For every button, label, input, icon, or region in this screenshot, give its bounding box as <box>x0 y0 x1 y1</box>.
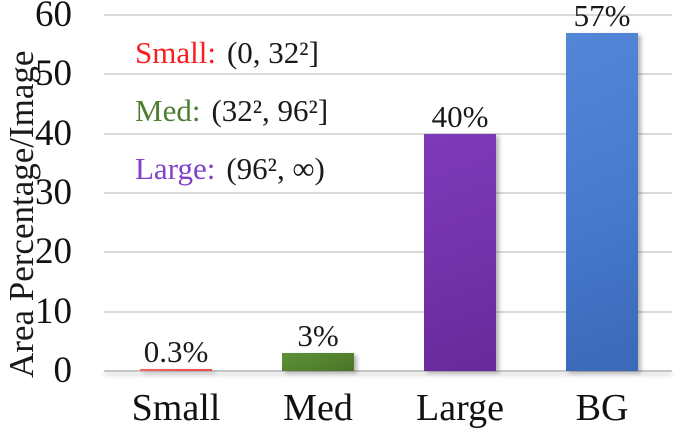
y-tick-label-0: 0 <box>53 350 73 391</box>
legend-range-med: (32², 96²] <box>211 93 329 128</box>
value-label-bg: 57% <box>573 0 631 33</box>
gridline-10 <box>104 310 672 313</box>
gridline-30 <box>104 192 672 194</box>
y-tick-label-60: 60 <box>35 0 72 35</box>
bar-large <box>424 133 496 371</box>
legend-range-large: (96², ∞) <box>226 151 325 186</box>
gridline-60 <box>104 14 672 16</box>
legend-item-large: Large: (96², ∞) <box>135 152 325 186</box>
x-category-label-small: Small <box>131 387 221 429</box>
gridline-50 <box>104 73 672 76</box>
value-label-large: 40% <box>431 98 489 134</box>
y-tick-label-10: 10 <box>35 290 72 332</box>
gridline-0 <box>104 370 672 372</box>
value-label-small: 0.3% <box>143 333 209 369</box>
gridline-20 <box>104 251 672 254</box>
legend-name-small: Small: <box>135 35 216 70</box>
legend-name-med: Med: <box>135 93 201 128</box>
x-category-label-large: Large <box>416 387 504 429</box>
y-tick-label-40: 40 <box>35 112 72 154</box>
legend-item-small: Small: (0, 32²] <box>135 36 319 70</box>
x-category-label-bg: BG <box>575 387 629 429</box>
y-tick-label-30: 30 <box>35 172 72 213</box>
legend-item-med: Med: (32², 96²] <box>135 94 328 128</box>
gridline-40 <box>104 132 672 135</box>
value-label-med: 3% <box>297 318 339 354</box>
bar-bg <box>566 32 638 371</box>
y-tick-label-50: 50 <box>35 53 72 95</box>
bar-small <box>140 368 212 371</box>
legend-range-small: (0, 32²] <box>226 35 319 70</box>
legend-name-large: Large: <box>135 151 216 186</box>
y-tick-label-20: 20 <box>35 231 72 273</box>
bar-med <box>282 353 354 371</box>
x-category-label-med: Med <box>283 387 353 429</box>
